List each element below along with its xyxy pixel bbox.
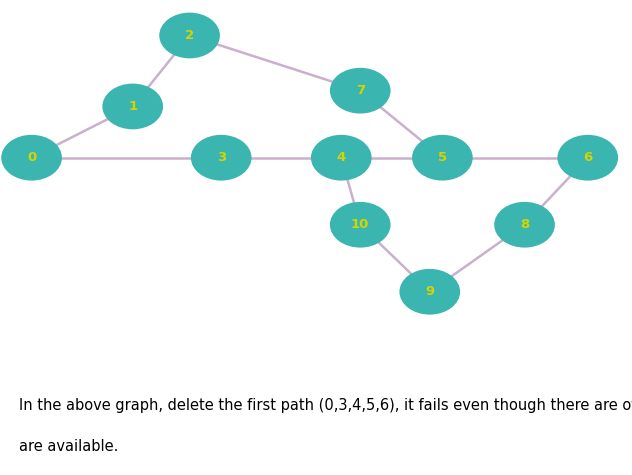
Text: 7: 7: [356, 84, 365, 97]
Text: 4: 4: [337, 151, 346, 164]
Text: 10: 10: [351, 218, 370, 231]
Ellipse shape: [1, 135, 62, 180]
Ellipse shape: [330, 68, 391, 114]
Text: 2: 2: [185, 29, 194, 42]
Ellipse shape: [412, 135, 473, 180]
Ellipse shape: [399, 269, 460, 314]
Text: In the above graph, delete the first path (0,3,4,5,6), it fails even though ther: In the above graph, delete the first pat…: [19, 398, 632, 413]
Text: 6: 6: [583, 151, 592, 164]
Ellipse shape: [330, 202, 391, 247]
Ellipse shape: [311, 135, 372, 180]
Text: 5: 5: [438, 151, 447, 164]
Text: 8: 8: [520, 218, 529, 231]
Text: 9: 9: [425, 285, 434, 298]
Ellipse shape: [102, 84, 163, 129]
Ellipse shape: [494, 202, 555, 247]
Text: are available.: are available.: [19, 439, 118, 454]
Text: 0: 0: [27, 151, 36, 164]
Ellipse shape: [191, 135, 252, 180]
Ellipse shape: [557, 135, 618, 180]
Text: 1: 1: [128, 100, 137, 113]
Ellipse shape: [159, 13, 220, 58]
Text: 3: 3: [217, 151, 226, 164]
